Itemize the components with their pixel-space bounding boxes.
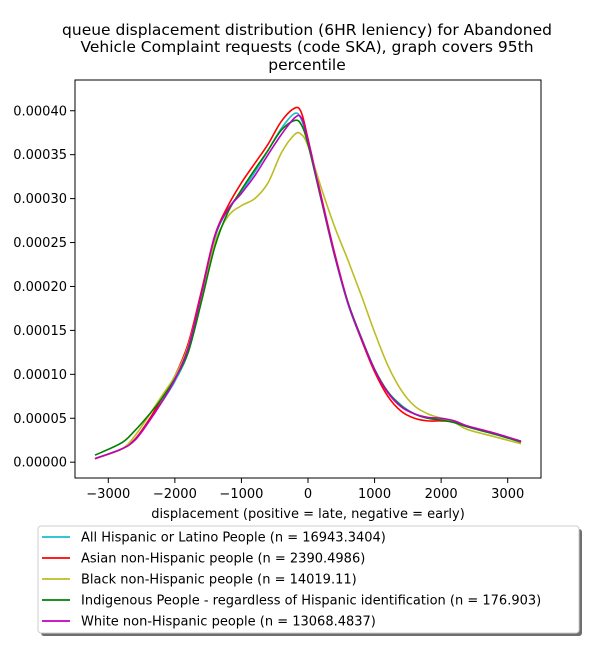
y-tick-label: 0.00025 xyxy=(13,236,67,251)
chart-title-line-3: percentile xyxy=(268,56,346,74)
y-tick-label: 0.00015 xyxy=(13,324,67,339)
legend-box xyxy=(37,525,580,634)
y-tick-label: 0.00030 xyxy=(13,192,67,207)
y-tick-label: 0.00035 xyxy=(13,148,67,163)
x-tick-label: −3000 xyxy=(86,487,130,502)
x-tick-label: 2000 xyxy=(425,487,458,502)
y-tick-label: 0.00005 xyxy=(13,412,67,427)
legend-items: All Hispanic or Latino People (n = 16943… xyxy=(42,531,541,630)
chart-title: queue displacement distribution (6HR len… xyxy=(62,21,552,74)
series-line-5 xyxy=(94,114,522,460)
legend-label: Indigenous People - regardless of Hispan… xyxy=(81,594,541,609)
x-axis-label: displacement (positive = late, negative … xyxy=(151,507,465,522)
y-tick-label: 0.00040 xyxy=(13,104,67,119)
y-axis-ticks: 0.00000 0.00005 0.00010 0.00015 0.00020 0.000… xyxy=(13,104,75,471)
x-tick-label: −2000 xyxy=(153,487,197,502)
legend-label: Asian non-Hispanic people (n = 2390.4986… xyxy=(81,552,365,567)
legend-label: White non-Hispanic people (n = 13068.483… xyxy=(81,615,376,630)
x-tick-label: 3000 xyxy=(491,487,524,502)
x-axis-ticks: −3000 −2000 −1000 0 1000 2000 3000 xyxy=(86,478,524,502)
y-tick-label: 0.00020 xyxy=(13,280,67,295)
legend-label: All Hispanic or Latino People (n = 16943… xyxy=(81,531,386,546)
x-tick-label: 1000 xyxy=(358,487,391,502)
legend-label: Black non-Hispanic people (n = 14019.11) xyxy=(81,573,357,588)
series-line-3 xyxy=(94,131,522,460)
series-lines xyxy=(94,106,522,460)
legend: All Hispanic or Latino People (n = 16943… xyxy=(37,525,582,636)
x-tick-label: −1000 xyxy=(219,487,263,502)
chart-title-line-2: Vehicle Complaint requests (code SKA), g… xyxy=(80,38,533,56)
chart-title-line-1: queue displacement distribution (6HR len… xyxy=(62,21,552,39)
x-tick-label: 0 xyxy=(304,487,312,502)
y-tick-label: 0.00010 xyxy=(13,368,67,383)
y-tick-label: 0.00000 xyxy=(13,456,67,471)
plot-frame xyxy=(74,79,542,479)
